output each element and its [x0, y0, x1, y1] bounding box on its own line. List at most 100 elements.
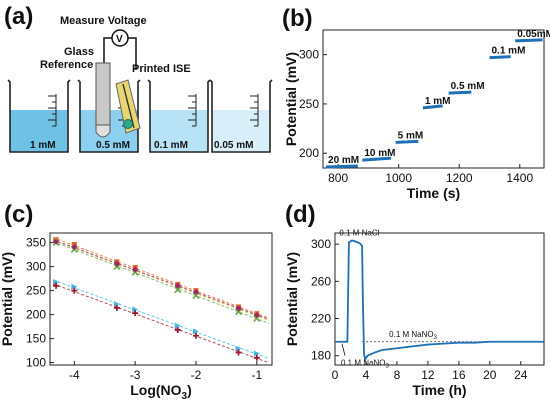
segment-label: 0.05mM	[517, 29, 550, 40]
x-tick-label: 1200	[446, 171, 473, 185]
y-tick-label: 200	[299, 146, 319, 160]
glass-reference-electrode	[95, 62, 111, 138]
segment-label: 5 mM	[398, 130, 424, 141]
plot-frame	[49, 232, 273, 366]
data-point	[235, 345, 242, 352]
y-tick-label: 300	[299, 48, 319, 62]
beaker-outline	[147, 79, 211, 153]
segment-label: 20 mM	[328, 155, 359, 166]
series-segment	[448, 90, 472, 95]
x-tick-label: 1400	[506, 171, 533, 185]
y-tick-label: 300	[26, 260, 46, 274]
x-tick-label: 800	[328, 171, 348, 185]
y-tick-label: 300	[311, 237, 331, 251]
x-tick-label: 24	[514, 368, 528, 382]
data-point	[71, 287, 78, 294]
data-point	[53, 238, 60, 245]
x-tick-label: -1	[251, 368, 262, 382]
y-axis-label: Potential (mV)	[284, 252, 300, 346]
data-point	[132, 310, 139, 317]
series-segment	[362, 156, 392, 162]
data-point	[253, 314, 261, 323]
beaker-concentration-label: 0.1 mM	[154, 140, 188, 151]
y-tick-label: 100	[26, 356, 46, 370]
y-tick-label: 250	[26, 284, 46, 298]
fit-line	[52, 283, 270, 364]
beaker-solution	[10, 110, 68, 152]
panel-label-c: (c)	[4, 201, 33, 228]
chart-b: 800 1000 1200 1400 200 250 300 Time (s) Potentia…	[283, 29, 550, 201]
x-tick-label: 16	[452, 368, 466, 382]
x-axis-label: Time (s)	[407, 185, 460, 201]
y-tick-label: 150	[26, 332, 46, 346]
x-tick-label: 12	[421, 368, 435, 382]
fit-line	[52, 237, 270, 319]
panel-label-d: (d)	[285, 201, 316, 228]
fit-line	[52, 239, 270, 320]
data-point	[174, 286, 182, 294]
glass-label: Glass	[64, 46, 94, 58]
printed-ise-electrode	[115, 79, 141, 134]
y-tick-label: 220	[311, 312, 331, 326]
y-tick-label: 180	[311, 349, 331, 363]
annotation-nano3-bottom: 0.1 M NaNO3	[341, 358, 389, 369]
y-tick-label: 350	[26, 236, 46, 250]
data-point	[71, 283, 78, 290]
wires	[103, 37, 137, 70]
fit-line	[52, 241, 270, 324]
beaker-outline	[77, 79, 141, 153]
x-tick-label: 20	[483, 368, 497, 382]
series-segment	[395, 139, 419, 144]
data-point	[132, 266, 139, 273]
chart-d: 0 4 8 12 16 20 24 180 220 260 300 Time (h) Potential…	[284, 229, 545, 398]
annotation-arrow	[341, 343, 346, 356]
data-point	[113, 304, 120, 311]
potential-trace	[335, 239, 544, 362]
data-point	[174, 326, 181, 333]
panel-label-a: (a)	[4, 3, 33, 30]
data-point	[113, 260, 120, 267]
beaker-concentration-label: 0.5 mM	[96, 140, 130, 151]
annotation-nacl: 0.1 M NaCl	[339, 229, 379, 238]
fit-line	[52, 279, 270, 360]
beaker-concentration-label: 1 mM	[30, 140, 56, 151]
y-axis-label: Potential (mV)	[0, 252, 15, 346]
data-point	[113, 301, 120, 308]
chart-c: -4 -3 -2 -1 100 150 200 250 300 350 Log(NO3) Potent…	[0, 232, 273, 402]
reference-label: Reference	[40, 59, 93, 71]
segment-label: 0.5 mM	[451, 81, 485, 92]
x-tick-label: 1000	[385, 171, 412, 185]
x-tick-label: -4	[69, 368, 80, 382]
data-point	[192, 328, 199, 335]
y-tick-label: 200	[26, 308, 46, 322]
x-tick-label: -3	[130, 368, 141, 382]
data-point	[174, 322, 181, 329]
beaker-outline	[209, 79, 273, 153]
segment-label: 0.1 mM	[492, 46, 526, 57]
y-tick-label: 250	[299, 97, 319, 111]
data-point	[192, 289, 199, 296]
y-tick-label: 260	[311, 274, 331, 288]
data-point	[192, 332, 199, 339]
series-segment	[489, 55, 511, 60]
data-point	[253, 312, 260, 319]
data-point	[234, 308, 243, 316]
annotation-nano3-top: 0.1 M NaNO3	[389, 330, 437, 341]
beaker-solution	[150, 110, 208, 152]
voltmeter-symbol: V	[116, 34, 123, 45]
segment-label: 10 mM	[364, 148, 395, 159]
printed-ise-label: Printed ISE	[132, 63, 191, 75]
data-point	[71, 243, 78, 250]
y-axis-label: Potential (mV)	[283, 52, 299, 146]
data-point	[253, 350, 260, 357]
beakers: 1 mM 0.5 mM 0.1 mM 0.05 mM	[7, 79, 273, 153]
series-segment	[422, 104, 443, 110]
x-tick-label: 0	[332, 368, 339, 382]
data-point	[235, 305, 242, 312]
data-point	[174, 282, 181, 289]
x-tick-label: 4	[363, 368, 370, 382]
panel-label-b: (b)	[282, 5, 313, 32]
plot-frame	[334, 232, 545, 366]
segment-label: 1 mM	[425, 96, 451, 107]
